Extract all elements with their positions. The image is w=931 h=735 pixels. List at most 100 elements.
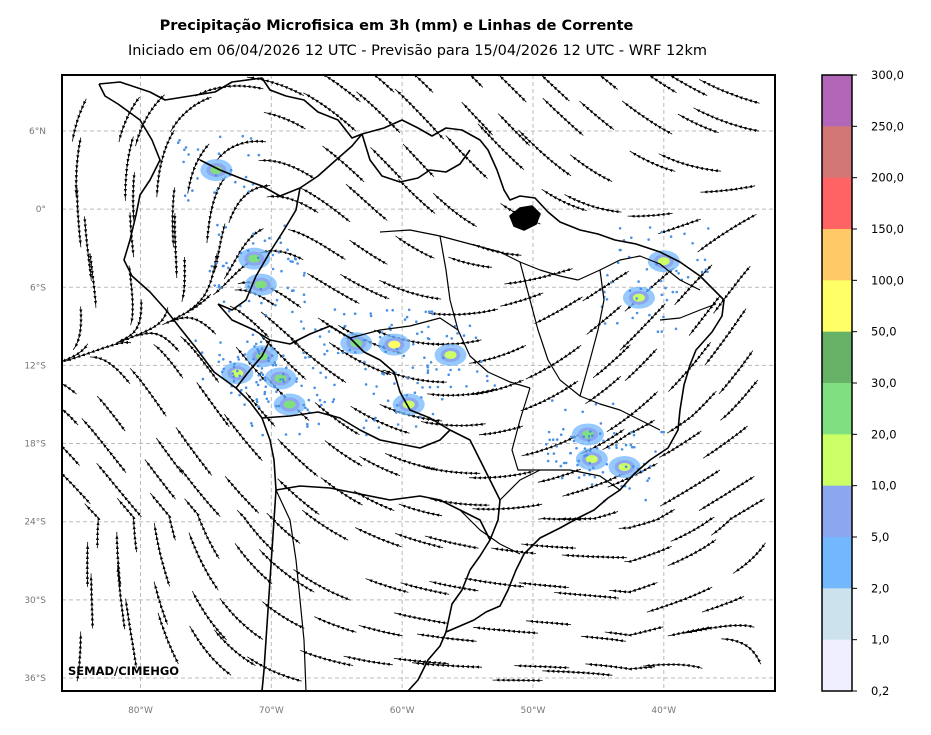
- precip-dot: [615, 446, 618, 450]
- streamline: [470, 379, 524, 396]
- precip-dot: [426, 364, 429, 367]
- streamline: [395, 235, 435, 259]
- precip-dot: [493, 384, 497, 387]
- streamline: [153, 523, 171, 587]
- colorbar-label: 1,0: [871, 633, 889, 647]
- precip-dot: [441, 356, 445, 360]
- streamline: [290, 338, 347, 383]
- streamline: [359, 455, 401, 477]
- streamline: [170, 187, 176, 248]
- precip-dot: [413, 391, 417, 395]
- streamline: [266, 194, 319, 214]
- precip-dot: [216, 223, 219, 227]
- streamline: [88, 253, 98, 308]
- streamline: [266, 512, 301, 544]
- streamline: [62, 425, 80, 466]
- precip-dot: [255, 400, 259, 404]
- streamline: [258, 158, 315, 180]
- streamline: [345, 183, 388, 221]
- streamline: [324, 440, 363, 467]
- colorbar-swatch: [822, 280, 852, 333]
- precip-dot: [222, 367, 226, 371]
- precip-dot: [369, 312, 373, 315]
- precip-dot: [660, 330, 664, 333]
- precip-dot: [306, 425, 309, 428]
- precip-dot: [307, 398, 311, 402]
- streamline: [674, 264, 713, 306]
- precip-dot: [457, 368, 461, 371]
- precip-dot: [707, 227, 710, 230]
- border-brazil-states-4: [577, 255, 701, 291]
- streamline: [62, 388, 79, 426]
- streamline: [245, 391, 276, 427]
- precip-dot: [296, 262, 299, 265]
- precip-dot: [178, 139, 181, 142]
- precip-dot: [226, 266, 230, 270]
- precip-dot: [214, 174, 218, 177]
- streamline: [698, 475, 755, 511]
- streamline: [525, 344, 582, 380]
- streamline: [699, 79, 760, 104]
- precip-dot: [696, 258, 699, 262]
- precip-dot: [256, 364, 260, 368]
- streamline: [564, 194, 622, 214]
- streamline: [343, 655, 393, 666]
- border-brazil-states-9: [659, 303, 717, 321]
- precip-dot: [618, 227, 622, 230]
- precip-dot: [302, 351, 306, 355]
- streamline: [394, 88, 444, 140]
- streamline: [303, 92, 357, 132]
- map-title: Precipitação Microfisica em 3h (mm) e Li…: [159, 18, 634, 34]
- precip-dot: [323, 352, 326, 356]
- precip-dot: [406, 376, 409, 380]
- border-brazil-states-1: [379, 229, 579, 281]
- precip-dot: [547, 430, 551, 434]
- precip-dot: [603, 322, 607, 325]
- streamline: [117, 307, 169, 344]
- streamline: [433, 192, 478, 228]
- streamline: [569, 154, 613, 182]
- streamline: [116, 299, 143, 344]
- precip-dot: [686, 275, 690, 279]
- precip-dot: [353, 312, 357, 316]
- precip-dot: [253, 345, 256, 348]
- precip-dot: [184, 146, 188, 149]
- precip-dot: [362, 426, 366, 430]
- streamline: [288, 229, 346, 260]
- precip-dot: [587, 439, 591, 442]
- streamline: [358, 624, 403, 637]
- precip-dot: [275, 390, 278, 394]
- precip-dot: [649, 286, 652, 290]
- lat-tick-label: 18°S: [24, 440, 46, 450]
- precip-dot: [456, 332, 459, 335]
- precip-dot: [645, 268, 649, 271]
- streamline: [216, 139, 267, 161]
- precip-cell-core: [444, 351, 457, 359]
- streamline: [219, 598, 264, 640]
- precip-dot: [378, 335, 382, 339]
- streamline: [521, 432, 583, 457]
- streamline: [500, 292, 544, 307]
- precip-dot: [281, 378, 285, 381]
- precip-dot: [303, 271, 306, 275]
- streamline: [96, 395, 126, 432]
- streamline: [609, 582, 658, 594]
- precip-dot: [187, 153, 190, 156]
- precip-dot: [320, 403, 323, 407]
- streamline: [180, 336, 220, 383]
- streamline: [379, 279, 442, 301]
- precip-dot: [187, 199, 190, 202]
- streamline: [670, 516, 715, 542]
- precip-dot: [267, 359, 271, 363]
- border-guianas: [361, 133, 471, 183]
- precip-dot: [420, 396, 423, 399]
- streamline: [237, 510, 275, 552]
- precip-dot: [420, 330, 424, 334]
- lat-tick-label: 6°N: [29, 127, 46, 137]
- streamline: [277, 478, 320, 515]
- precip-dot: [217, 152, 221, 155]
- precip-dot: [237, 358, 241, 361]
- precip-dot: [449, 368, 452, 372]
- precip-dot: [267, 400, 270, 403]
- precip-dot: [411, 366, 415, 369]
